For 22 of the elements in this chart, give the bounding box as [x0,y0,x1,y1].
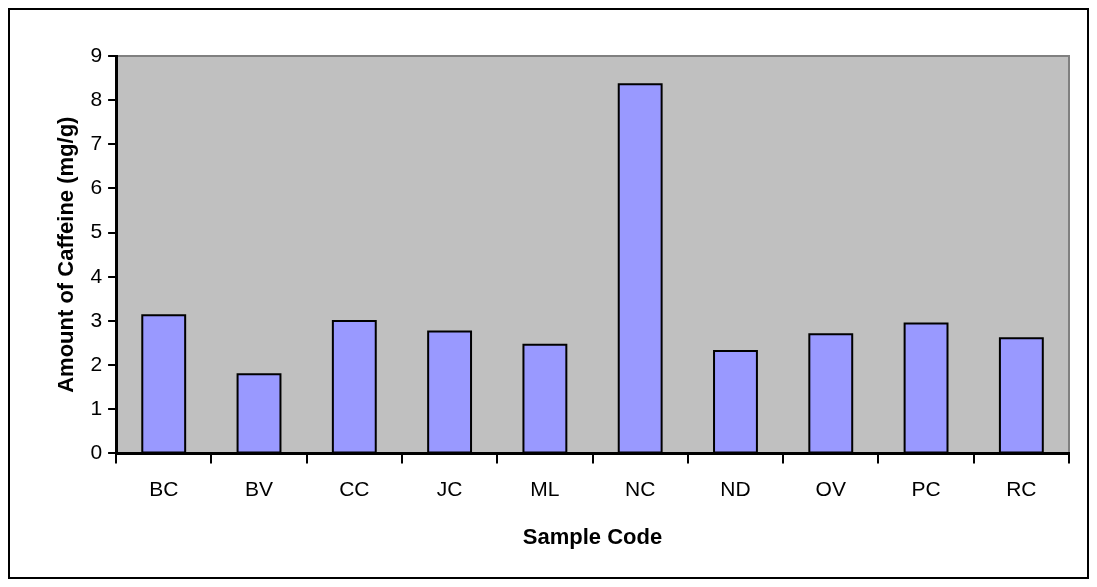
x-axis-title: Sample Code [522,523,663,549]
y-tick-label: 0 [90,440,103,464]
y-tick-label: 8 [90,86,103,110]
y-tick-label: 2 [90,351,103,375]
x-tick-label: CC [339,476,370,500]
y-axis-title: Amount of Caffeine (mg/g) [53,116,79,393]
x-tick-label: NC [625,476,656,500]
x-tick-label: BC [149,476,179,500]
y-tick-label: 3 [90,307,103,331]
x-tick-label: BV [245,476,274,500]
x-tick-label: OV [815,476,846,500]
y-tick-label: 9 [90,42,103,66]
x-tick-label: PC [911,476,941,500]
x-tick-label: ML [530,476,560,500]
x-tick-label: ND [720,476,751,500]
y-tick-label: 6 [90,175,103,199]
y-tick-label: 5 [90,219,103,243]
x-tick-label: RC [1006,476,1037,500]
y-tick-label: 7 [90,131,103,155]
y-tick-label: 4 [90,263,103,287]
y-tick-label: 1 [90,396,103,420]
x-tick-label: JC [436,476,463,500]
